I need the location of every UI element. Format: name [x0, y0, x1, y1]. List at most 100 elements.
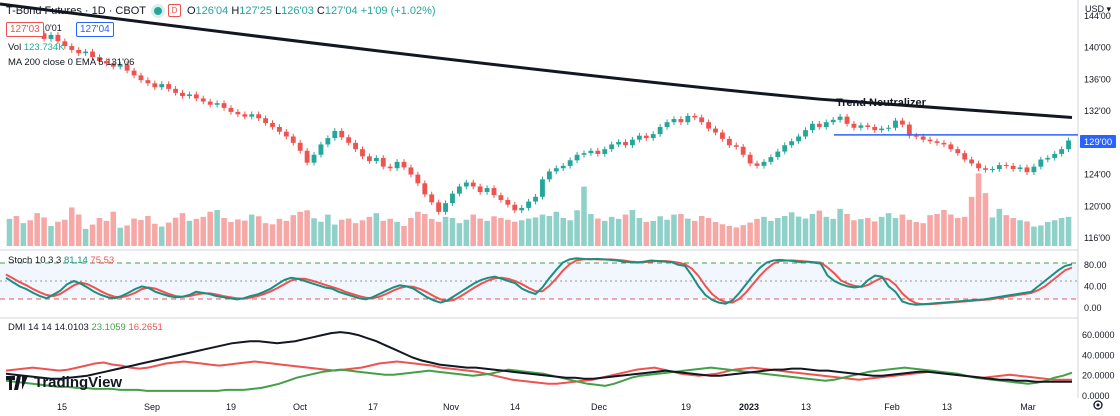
volume-bar: [809, 214, 816, 246]
volume-bar: [484, 220, 490, 246]
candle-body: [1003, 165, 1009, 167]
volume-bar: [117, 227, 123, 246]
symbol-title[interactable]: T-Bond Futures · 1D · CBOT: [6, 4, 146, 17]
volume-bar: [269, 224, 276, 246]
volume-bar: [124, 225, 130, 246]
candle-body: [671, 119, 677, 123]
dmi-tick-label: 20.0000: [1082, 371, 1115, 381]
candle-body: [366, 156, 372, 162]
volume-bar: [795, 216, 802, 246]
stoch-legend: Stoch 10 3 3 81.14 75.53: [8, 255, 114, 266]
ma-line: [0, 2, 1073, 119]
volume-bar: [325, 214, 331, 246]
volume-bar: [214, 210, 220, 246]
volume-bar: [705, 218, 712, 246]
time-tick-label: Oct: [293, 402, 308, 412]
volume-bar: [601, 220, 608, 246]
candle-body: [588, 150, 594, 154]
market-status-icon: [153, 6, 162, 15]
candle-body: [325, 138, 331, 145]
candle-body: [97, 57, 102, 62]
candle-body: [941, 142, 947, 145]
candle-body: [844, 116, 850, 124]
candle-body: [415, 174, 421, 184]
candle-body: [318, 144, 324, 155]
volume-value: 123.734K: [23, 42, 65, 53]
candle-body: [636, 135, 642, 140]
candle-body: [477, 186, 483, 193]
candle-body: [1038, 159, 1044, 167]
sell-price-button[interactable]: 127'03: [6, 22, 44, 37]
candle-body: [1052, 153, 1058, 158]
candle-body: [692, 115, 698, 118]
candle-body: [920, 136, 926, 140]
volume-bar: [518, 220, 525, 246]
ma-label: MA 200 close 0 EMA 5: [8, 57, 104, 68]
volume-bar: [712, 222, 719, 246]
candle-body: [906, 124, 912, 136]
candle-body: [456, 186, 462, 194]
ohlc-key: O: [186, 4, 196, 17]
candle-body: [1066, 140, 1071, 150]
time-tick-label: Nov: [443, 402, 460, 412]
stoch-axis: 80.00 40.00 0.00: [1084, 260, 1107, 313]
volume-bar: [165, 222, 172, 246]
candle-body: [761, 161, 767, 166]
candle-body: [927, 139, 933, 142]
stoch-band: [0, 263, 1078, 299]
volume-bar: [608, 216, 615, 246]
dmi-plus-line: [5, 366, 1073, 392]
volume-bar: [428, 218, 435, 246]
volume-bar: [761, 216, 767, 246]
candle-body: [713, 128, 718, 133]
volume-bar: [719, 224, 726, 246]
buy-price-button[interactable]: 127'04: [76, 22, 114, 37]
candle-body: [837, 116, 843, 120]
candle-body: [740, 146, 746, 155]
candle-body: [360, 149, 365, 157]
currency-selector[interactable]: USD ▾: [1085, 4, 1112, 14]
volume-bar: [408, 218, 414, 246]
candle-body: [789, 141, 795, 146]
candle-body: [166, 84, 172, 89]
stoch-tick-label: 40.00: [1084, 281, 1107, 291]
volume-bar: [975, 173, 982, 246]
candle-body: [803, 130, 808, 137]
candle-body: [187, 94, 192, 97]
volume-bar: [539, 214, 546, 246]
volume-bar: [200, 216, 207, 246]
volume-bar: [6, 218, 13, 246]
candle-body: [533, 196, 538, 202]
candle-body: [228, 107, 234, 112]
gear-icon[interactable]: [1093, 400, 1103, 410]
time-tick-label: 2023: [739, 402, 759, 412]
price-tick-label: 136'00: [1084, 74, 1111, 84]
dmi-tick-label: 0.0000: [1082, 391, 1110, 401]
candle-body: [540, 179, 545, 197]
volume-bar: [131, 218, 137, 246]
volume-bar: [1045, 222, 1051, 246]
candle-body: [41, 33, 47, 39]
volume-bar: [788, 212, 795, 246]
volume-bar: [768, 220, 774, 246]
candle-body: [512, 204, 518, 211]
candle-body: [754, 163, 760, 166]
candle-body: [103, 61, 109, 64]
price-axis[interactable]: 144'00140'00136'00132'00128'00124'00120'…: [1084, 11, 1111, 243]
time-axis[interactable]: 15 Sep 19 Oct 17 Nov 14 Dec 19 2023 13 Feb 13 Mar: [57, 402, 1036, 412]
ohlc-values: O126'04 H127'25 L126'03 C127'04 +1'09 (+…: [187, 5, 436, 17]
volume-bar: [678, 214, 684, 246]
dmi-tick-label: 40.0000: [1082, 350, 1115, 360]
dmi-adx-line: [5, 331, 1072, 383]
price-tick-label: 144'00: [1084, 11, 1111, 21]
candle-body: [616, 142, 622, 145]
volume-bar: [906, 219, 913, 246]
volume-bar: [505, 219, 511, 246]
volume-bar: [380, 220, 387, 246]
volume-bar: [615, 218, 622, 246]
candle-body: [602, 149, 608, 154]
volume-bar: [740, 225, 746, 246]
price-tick-label: 124'00: [1084, 170, 1111, 180]
candle-body: [491, 188, 497, 196]
